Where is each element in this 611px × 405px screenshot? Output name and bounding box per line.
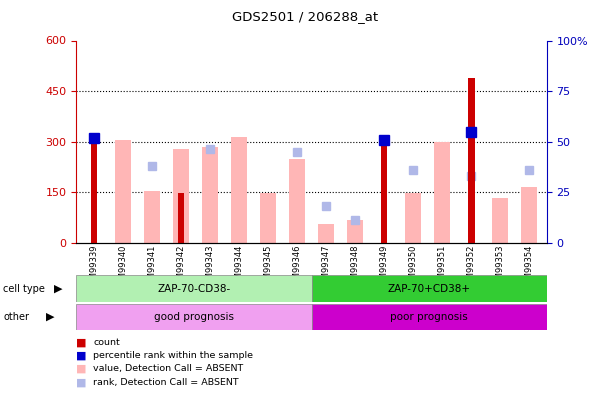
Text: percentile rank within the sample: percentile rank within the sample: [93, 351, 254, 360]
Bar: [173, 149, 189, 243]
Bar: [318, 224, 334, 243]
Bar: [115, 140, 131, 243]
Bar: [202, 147, 218, 243]
Text: cell type: cell type: [3, 284, 45, 294]
Text: ■: ■: [76, 351, 87, 360]
Text: count: count: [93, 338, 120, 347]
Text: poor prognosis: poor prognosis: [390, 312, 468, 322]
Bar: [521, 187, 538, 243]
Text: GDS2501 / 206288_at: GDS2501 / 206288_at: [232, 10, 379, 23]
Bar: [76, 275, 312, 302]
Bar: [76, 304, 312, 330]
Bar: [289, 159, 305, 243]
Text: ▶: ▶: [46, 312, 55, 322]
Bar: [144, 191, 160, 243]
Bar: [260, 193, 276, 243]
Bar: [312, 304, 547, 330]
Text: rank, Detection Call = ABSENT: rank, Detection Call = ABSENT: [93, 378, 239, 387]
Bar: [347, 220, 363, 243]
Bar: [90, 142, 97, 243]
Text: good prognosis: good prognosis: [154, 312, 234, 322]
Bar: [381, 142, 387, 243]
Bar: [468, 78, 475, 243]
Text: ZAP-70-CD38-: ZAP-70-CD38-: [158, 284, 230, 294]
Text: ■: ■: [76, 337, 87, 347]
Text: value, Detection Call = ABSENT: value, Detection Call = ABSENT: [93, 364, 244, 373]
Bar: [231, 137, 247, 243]
Text: ■: ■: [76, 377, 87, 387]
Text: ZAP-70+CD38+: ZAP-70+CD38+: [388, 284, 470, 294]
Bar: [492, 198, 508, 243]
Bar: [405, 193, 421, 243]
Text: ▶: ▶: [54, 284, 62, 294]
Text: other: other: [3, 312, 29, 322]
Bar: [434, 142, 450, 243]
Bar: [178, 193, 184, 243]
Text: ■: ■: [76, 364, 87, 374]
Bar: [312, 275, 547, 302]
